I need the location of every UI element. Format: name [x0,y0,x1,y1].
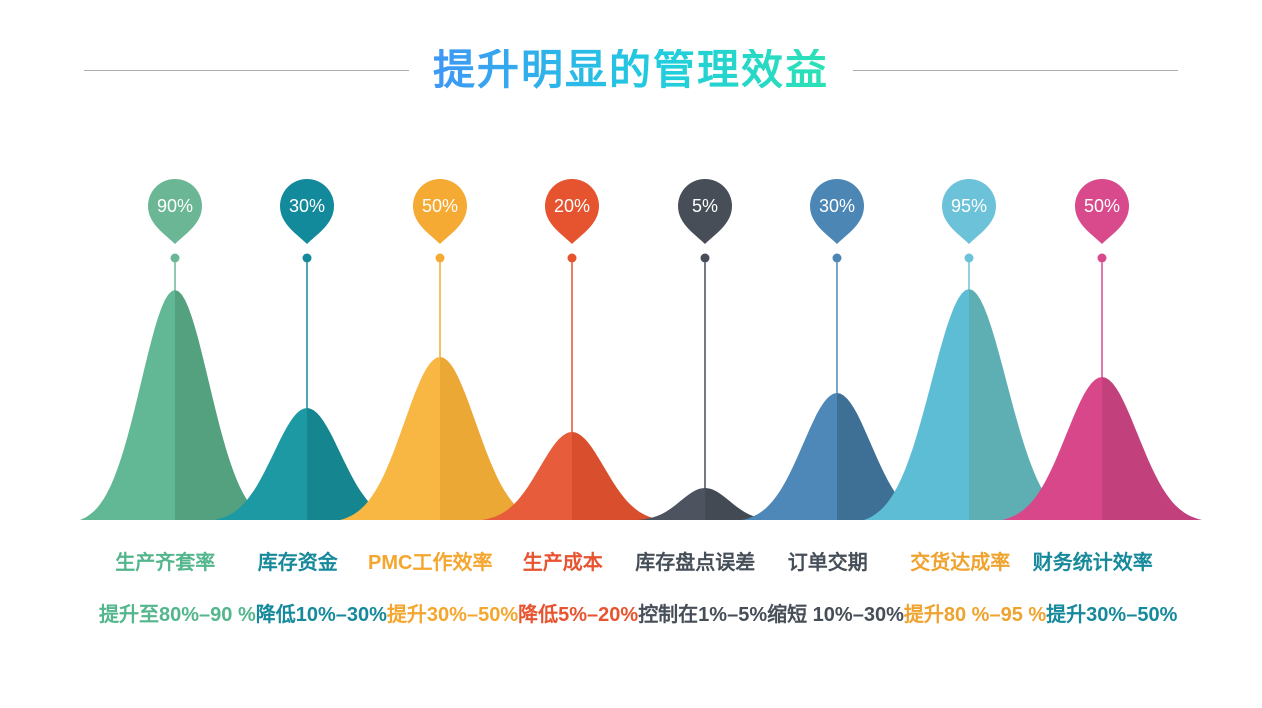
category-label-5: 订单交期 [787,552,868,574]
bell-curve-left-half [864,289,969,520]
category-label-6: 交货达成率 [910,552,1011,574]
detail-label-5: 缩短 10%–30% [767,604,904,626]
bell-curve-right-half [572,432,662,520]
detail-label-3: 降低5%–20% [518,604,639,626]
bell-curve-right-half [307,408,400,520]
marker-dot [567,253,577,263]
bell-curve-right-half [440,357,540,520]
category-label-row: 生产齐套率 库存资金 PMC工作效率 生产成本 库存盘点误差 订单交期 交货达成… [99,546,1159,575]
balloon-value-label: 5% [692,196,718,216]
bell-curve-left-half [482,432,572,520]
detail-label-0: 提升至80%–90 % [99,604,256,626]
balloon-value-label: 90% [157,196,193,216]
balloon-marker [148,179,202,244]
balloon-value-label: 50% [422,196,458,216]
balloon-marker [810,179,864,244]
balloon-marker [942,179,996,244]
balloon-value-label: 20% [554,196,590,216]
marker-dot [1097,253,1107,263]
balloon-marker [545,179,599,244]
bell-curve-left-half [1002,377,1102,520]
bell-curve-left-half [742,393,837,520]
balloon-value-label: 95% [951,196,987,216]
bell-curve-right-half [175,290,270,520]
balloon-value-label: 30% [819,196,855,216]
marker-dot [170,253,180,263]
bell-curve-left-half [214,408,307,520]
bell-curve-right-half [837,393,932,520]
balloon-marker [280,179,334,244]
category-label-0: 生产齐套率 [115,552,216,574]
marker-dot [302,253,312,263]
marker-dot [700,253,710,263]
marker-dot [832,253,842,263]
category-label-1: 库存资金 [257,552,338,574]
bell-curve-right-half [1102,377,1202,520]
detail-label-1: 降低10%–30% [255,604,387,626]
bell-curve-left-half [80,290,175,520]
marker-dot [964,253,974,263]
balloon-marker [413,179,467,244]
detail-label-6: 提升80 %–95 % [903,604,1047,626]
category-label-2: PMC工作效率 [368,552,493,574]
balloon-value-label: 30% [289,196,325,216]
detail-label-7: 提升30%–50% [1046,604,1178,626]
bell-curve-right-half [705,488,773,520]
category-label-7: 财务统计效率 [1032,552,1153,574]
bell-curve-right-half [969,289,1074,520]
header: 提升明显的管理效益 [0,49,1262,91]
bell-curve-left-half [637,488,705,520]
balloon-marker [1075,179,1129,244]
detail-label-row: 提升至80%–90 % 降低10%–30% 提升30%–50% 降低5%–20%… [99,598,1177,627]
category-label-3: 生产成本 [522,552,603,574]
detail-label-4: 控制在1%–5% [638,604,768,626]
balloon-value-label: 50% [1084,196,1120,216]
page-title: 提升明显的管理效益 [433,46,830,93]
category-label-4: 库存盘点误差 [635,552,756,574]
balloon-marker [678,179,732,244]
title-divider-right [853,69,1179,71]
bell-curve-left-half [340,357,440,520]
title-divider-left [84,69,409,71]
marker-dot [435,253,445,263]
detail-label-2: 提升30%–50% [386,604,519,626]
